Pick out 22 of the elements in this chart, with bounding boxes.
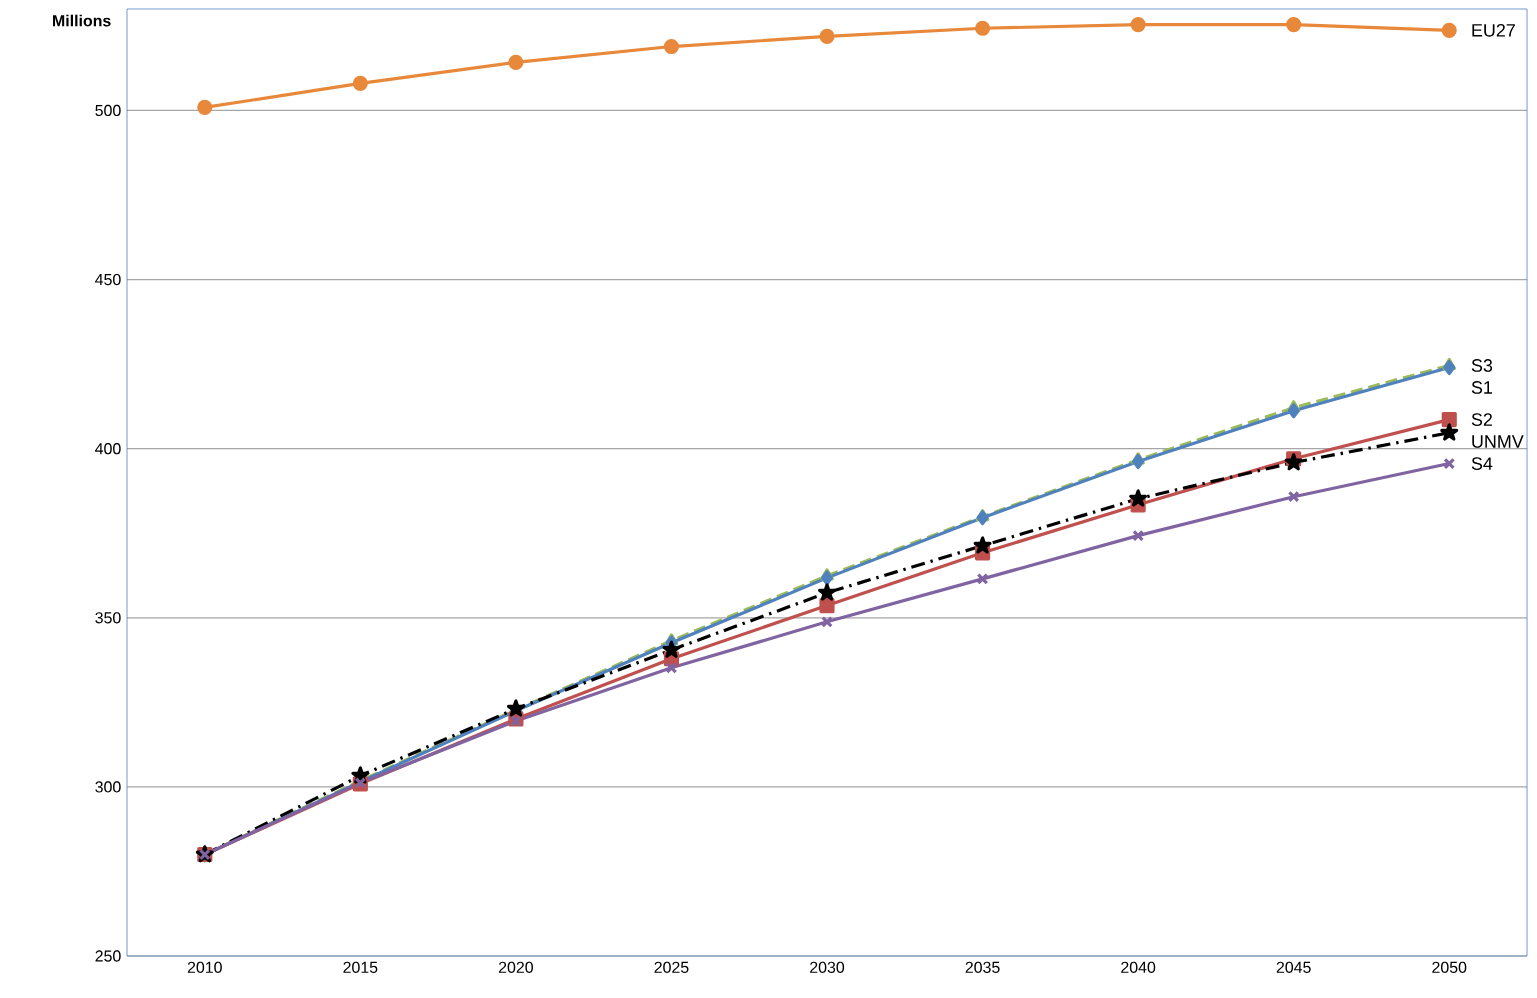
series-label: EU27 — [1472, 23, 1515, 37]
x-tick-label: 2010 — [187, 961, 222, 973]
y-axis-title: Millions — [53, 14, 111, 27]
series-label: S2 — [1471, 413, 1492, 426]
y-tick-label: 300 — [95, 781, 121, 793]
series-label: UNMV — [1472, 435, 1524, 448]
y-tick-label: 250 — [95, 950, 121, 962]
x-tick-label: 2025 — [654, 961, 689, 973]
series-label: S4 — [1471, 457, 1493, 470]
series-label: S1 — [1471, 381, 1493, 394]
y-tick-label: 350 — [95, 612, 121, 624]
x-tick-label: 2030 — [810, 961, 845, 973]
y-tick-label: 400 — [95, 443, 121, 455]
y-tick-label: 450 — [95, 273, 121, 286]
x-tick-label: 2020 — [498, 961, 533, 973]
series-label: S3 — [1471, 359, 1493, 372]
y-tick-label: 500 — [95, 104, 121, 117]
x-tick-label: 2045 — [1276, 961, 1311, 973]
x-tick-label: 2035 — [965, 961, 1000, 973]
x-tick-label: 2050 — [1432, 961, 1467, 973]
x-tick-label: 2015 — [343, 961, 378, 973]
x-tick-label: 2040 — [1121, 961, 1156, 973]
